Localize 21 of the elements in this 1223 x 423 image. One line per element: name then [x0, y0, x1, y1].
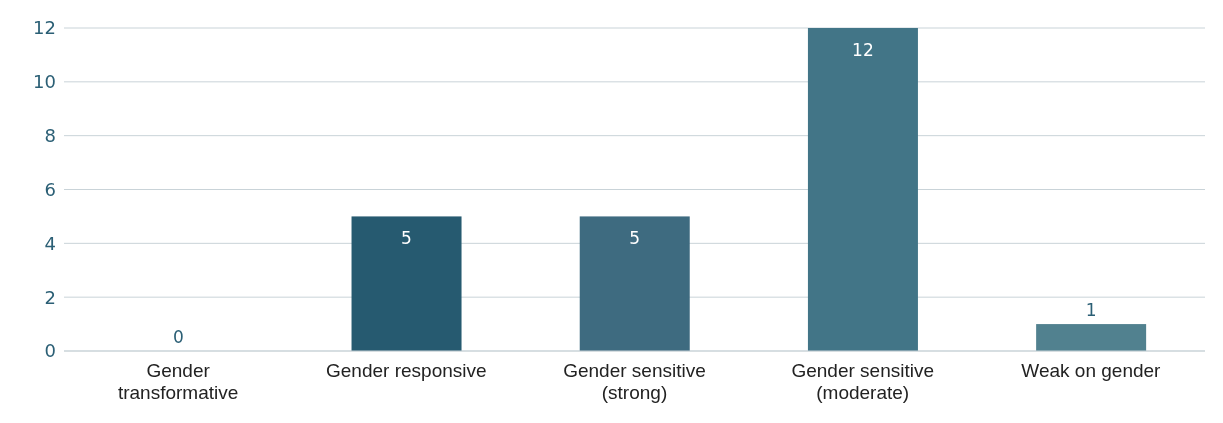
y-tick-label: 12 [33, 17, 56, 39]
x-tick-label: Gender sensitive (strong) [563, 360, 706, 403]
y-tick-label: 2 [44, 286, 56, 308]
bar [807, 28, 918, 351]
bar [579, 216, 690, 351]
y-tick-label: 0 [44, 340, 56, 362]
x-tick-label: Gender responsive [326, 360, 487, 381]
y-tick-label: 6 [44, 178, 56, 200]
data-label: 12 [852, 40, 874, 60]
data-label: 5 [629, 228, 641, 249]
data-label: 1 [1085, 300, 1097, 321]
data-label: 0 [172, 327, 184, 347]
bar [1036, 324, 1147, 351]
data-label: 5 [401, 228, 412, 249]
y-tick-label: 8 [44, 125, 56, 147]
y-tick-label: 10 [33, 71, 56, 93]
x-tick-label: Weak on gender [1021, 360, 1162, 381]
y-tick-label: 4 [44, 232, 56, 254]
x-tick-label: Gender transformative [117, 360, 239, 403]
bar [351, 216, 462, 351]
x-tick-label: Gender sensitive (moderate) [791, 360, 934, 403]
